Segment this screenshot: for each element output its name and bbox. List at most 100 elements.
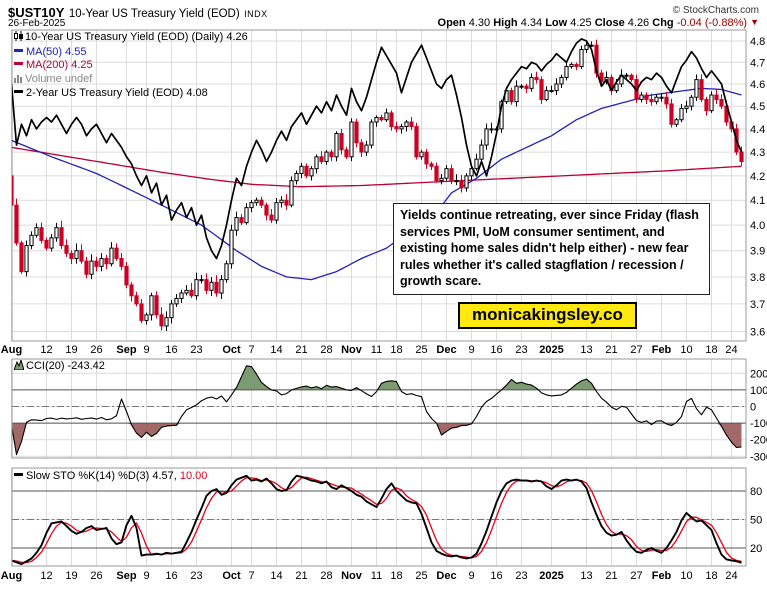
main-x-axis-label: Nov bbox=[341, 344, 363, 356]
cci-legend[interactable]: CCI(20) -243.42 bbox=[13, 358, 105, 373]
candle-down bbox=[669, 103, 674, 125]
cci-panel-border bbox=[11, 358, 747, 459]
main-x-axis-label: 16 bbox=[165, 344, 177, 356]
bottom-x-axis-label: 9 bbox=[143, 570, 149, 582]
cci-area-icon bbox=[13, 358, 25, 373]
close-label: Close bbox=[594, 17, 625, 29]
candle-down bbox=[739, 151, 744, 163]
candle-up bbox=[99, 258, 104, 267]
candle-up bbox=[444, 168, 449, 179]
candle-up bbox=[234, 217, 239, 231]
candle-up bbox=[694, 79, 699, 98]
ma50-line bbox=[12, 87, 742, 281]
candle-down bbox=[699, 79, 704, 100]
bottom-x-axis-label: Feb bbox=[652, 570, 672, 582]
candle-up bbox=[184, 289, 189, 294]
candle-up bbox=[199, 279, 204, 282]
candle-up bbox=[364, 144, 369, 153]
candle-down bbox=[329, 151, 334, 158]
candle-down bbox=[429, 163, 434, 167]
candle-up bbox=[689, 96, 694, 107]
legend-price-row[interactable]: 10-Year US Treasury Yield (EOD) (Daily) … bbox=[14, 31, 248, 46]
candle-down bbox=[239, 217, 244, 224]
main-y-axis-label: 4.7 bbox=[750, 57, 765, 69]
symbol-title: $UST10Y 10-Year US Treasury Yield (EOD) … bbox=[8, 4, 268, 21]
candle-down bbox=[104, 258, 109, 265]
candle-up bbox=[419, 151, 424, 158]
low-label: Low bbox=[545, 17, 568, 29]
candle-down bbox=[599, 72, 604, 83]
cci-y-axis-label: 100 bbox=[750, 385, 767, 397]
chg-value: -0.04 (-0.88%) bbox=[676, 17, 748, 29]
legend-ma200-label: MA(200) 4.25 bbox=[26, 59, 93, 71]
candle-down bbox=[714, 94, 719, 100]
candle-down bbox=[189, 289, 194, 297]
legend-ma200-row[interactable]: MA(200) 4.25 bbox=[14, 59, 248, 73]
bottom-x-axis-label: 28 bbox=[320, 570, 332, 582]
main-x-axis-label: 18 bbox=[705, 344, 717, 356]
candle-up bbox=[274, 202, 279, 221]
candle-up bbox=[579, 48, 584, 68]
main-x-axis-label: 9 bbox=[468, 344, 474, 356]
main-y-axis-label: 4.8 bbox=[750, 36, 765, 48]
candle-up bbox=[584, 44, 589, 50]
candle-up bbox=[369, 121, 374, 146]
sto-legend[interactable]: Slow STO %K(14) %D(3) 4.57, 10.00 bbox=[14, 470, 207, 482]
bottom-x-axis-label: 13 bbox=[580, 570, 592, 582]
chg-down-triangle-icon: ▼ bbox=[750, 17, 759, 27]
bottom-x-axis-label: 25 bbox=[415, 570, 427, 582]
candle-up bbox=[684, 105, 689, 109]
legend-2yr-row[interactable]: 2-Year US Treasury Yield (EOD) 4.08 bbox=[14, 87, 248, 101]
open-label: Open bbox=[437, 17, 466, 29]
exchange-label: INDX bbox=[244, 9, 268, 19]
bottom-x-axis-label: 18 bbox=[390, 570, 402, 582]
candle-down bbox=[414, 126, 419, 158]
legend-ma50-row[interactable]: MA(50) 4.55 bbox=[14, 46, 248, 60]
bottom-x-axis-label: 14 bbox=[270, 570, 282, 582]
candle-down bbox=[524, 85, 529, 89]
legend-ma50-label: MA(50) 4.55 bbox=[26, 45, 87, 58]
main-x-axis-label: 23 bbox=[190, 344, 202, 356]
annotation-box: Yields continue retreating, ever since F… bbox=[393, 203, 710, 295]
candle-up bbox=[144, 314, 149, 321]
candle-up bbox=[194, 279, 199, 297]
candle-down bbox=[434, 165, 439, 182]
legend-volume-row[interactable]: Volume undef bbox=[14, 73, 248, 88]
candle-up bbox=[109, 247, 114, 265]
candle-up bbox=[74, 250, 79, 260]
branding-badge[interactable]: monicakingsley.co bbox=[458, 302, 637, 329]
main-x-axis-label: Oct bbox=[222, 344, 241, 356]
candle-down bbox=[379, 116, 384, 121]
high-label: High bbox=[493, 17, 518, 29]
candle-down bbox=[284, 199, 289, 206]
bottom-x-axis-label: 23 bbox=[190, 570, 202, 582]
candle-up bbox=[224, 263, 229, 281]
candle-down bbox=[649, 98, 654, 103]
main-x-axis-label: Feb bbox=[652, 344, 672, 356]
candle-up bbox=[169, 303, 174, 319]
cci-y-axis-label: -200 bbox=[750, 435, 767, 447]
cci-y-axis-label: 0 bbox=[750, 402, 756, 414]
candle-down bbox=[664, 96, 669, 105]
bottom-x-axis-label: 27 bbox=[630, 570, 642, 582]
candle-up bbox=[374, 116, 379, 123]
candle-up bbox=[489, 128, 494, 131]
bottom-x-axis-label: 16 bbox=[165, 570, 177, 582]
main-y-axis-label: 3.9 bbox=[750, 246, 765, 258]
bottom-x-axis-label: 23 bbox=[515, 570, 527, 582]
main-y-axis-label: 4.0 bbox=[750, 220, 765, 232]
candle-up bbox=[89, 260, 94, 275]
candle-down bbox=[304, 165, 309, 177]
candle-down bbox=[394, 126, 399, 130]
main-x-axis-label: 26 bbox=[90, 344, 102, 356]
candle-up bbox=[219, 279, 224, 294]
candle-down bbox=[12, 175, 14, 206]
candle-down bbox=[84, 260, 89, 275]
two-year-yield-line bbox=[12, 38, 743, 260]
candle-up bbox=[299, 165, 304, 174]
candle-down bbox=[139, 303, 144, 321]
legend-price-label: 10-Year US Treasury Yield (EOD) (Daily) … bbox=[25, 31, 248, 43]
candle-down bbox=[44, 239, 49, 249]
copyright: © StockCharts.com bbox=[672, 5, 759, 16]
two-year-line-icon bbox=[14, 90, 23, 93]
